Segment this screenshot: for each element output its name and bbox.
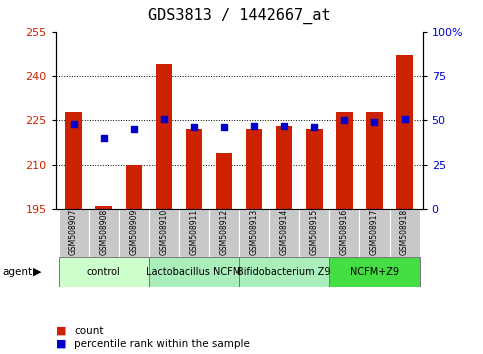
- Bar: [366, 112, 383, 209]
- Point: [70, 121, 77, 127]
- Bar: [246, 129, 262, 209]
- Bar: [119, 209, 149, 257]
- Text: GSM508911: GSM508911: [189, 209, 199, 255]
- Point: [190, 125, 198, 130]
- Bar: [96, 206, 112, 209]
- Bar: [65, 112, 82, 209]
- Point: [401, 116, 409, 121]
- Text: GSM508915: GSM508915: [310, 209, 319, 255]
- Text: GDS3813 / 1442667_at: GDS3813 / 1442667_at: [148, 8, 330, 24]
- Bar: [179, 209, 209, 257]
- Text: GSM508918: GSM508918: [400, 209, 409, 255]
- Bar: [329, 257, 420, 287]
- Bar: [209, 209, 239, 257]
- Bar: [269, 209, 299, 257]
- Text: ▶: ▶: [33, 267, 42, 277]
- Bar: [389, 209, 420, 257]
- Text: NCFM+Z9: NCFM+Z9: [350, 267, 399, 277]
- Bar: [185, 129, 202, 209]
- Text: GSM508908: GSM508908: [99, 209, 108, 255]
- Point: [250, 123, 258, 129]
- Bar: [126, 165, 142, 209]
- Text: GSM508914: GSM508914: [280, 209, 289, 255]
- Point: [311, 125, 318, 130]
- Bar: [156, 64, 172, 209]
- Bar: [359, 209, 389, 257]
- Text: control: control: [87, 267, 121, 277]
- Bar: [276, 126, 293, 209]
- Bar: [216, 153, 232, 209]
- Text: GSM508916: GSM508916: [340, 209, 349, 255]
- Text: ■: ■: [56, 326, 66, 336]
- Text: GSM508917: GSM508917: [370, 209, 379, 255]
- Text: agent: agent: [2, 267, 32, 277]
- Bar: [58, 257, 149, 287]
- Bar: [336, 112, 353, 209]
- Point: [370, 119, 378, 125]
- Bar: [329, 209, 359, 257]
- Bar: [239, 257, 329, 287]
- Point: [341, 118, 348, 123]
- Text: GSM508913: GSM508913: [250, 209, 258, 255]
- Bar: [149, 209, 179, 257]
- Point: [220, 125, 228, 130]
- Point: [100, 135, 108, 141]
- Bar: [239, 209, 269, 257]
- Bar: [306, 129, 323, 209]
- Bar: [396, 56, 413, 209]
- Text: percentile rank within the sample: percentile rank within the sample: [74, 339, 250, 349]
- Text: Bifidobacterium Z9: Bifidobacterium Z9: [238, 267, 331, 277]
- Bar: [58, 209, 89, 257]
- Bar: [299, 209, 329, 257]
- Bar: [149, 257, 239, 287]
- Bar: [89, 209, 119, 257]
- Point: [160, 116, 168, 121]
- Text: count: count: [74, 326, 103, 336]
- Text: Lactobacillus NCFM: Lactobacillus NCFM: [146, 267, 242, 277]
- Point: [280, 123, 288, 129]
- Text: GSM508910: GSM508910: [159, 209, 169, 255]
- Text: GSM508907: GSM508907: [69, 209, 78, 255]
- Text: ■: ■: [56, 339, 66, 349]
- Point: [130, 126, 138, 132]
- Text: GSM508909: GSM508909: [129, 209, 138, 255]
- Text: GSM508912: GSM508912: [220, 209, 228, 255]
